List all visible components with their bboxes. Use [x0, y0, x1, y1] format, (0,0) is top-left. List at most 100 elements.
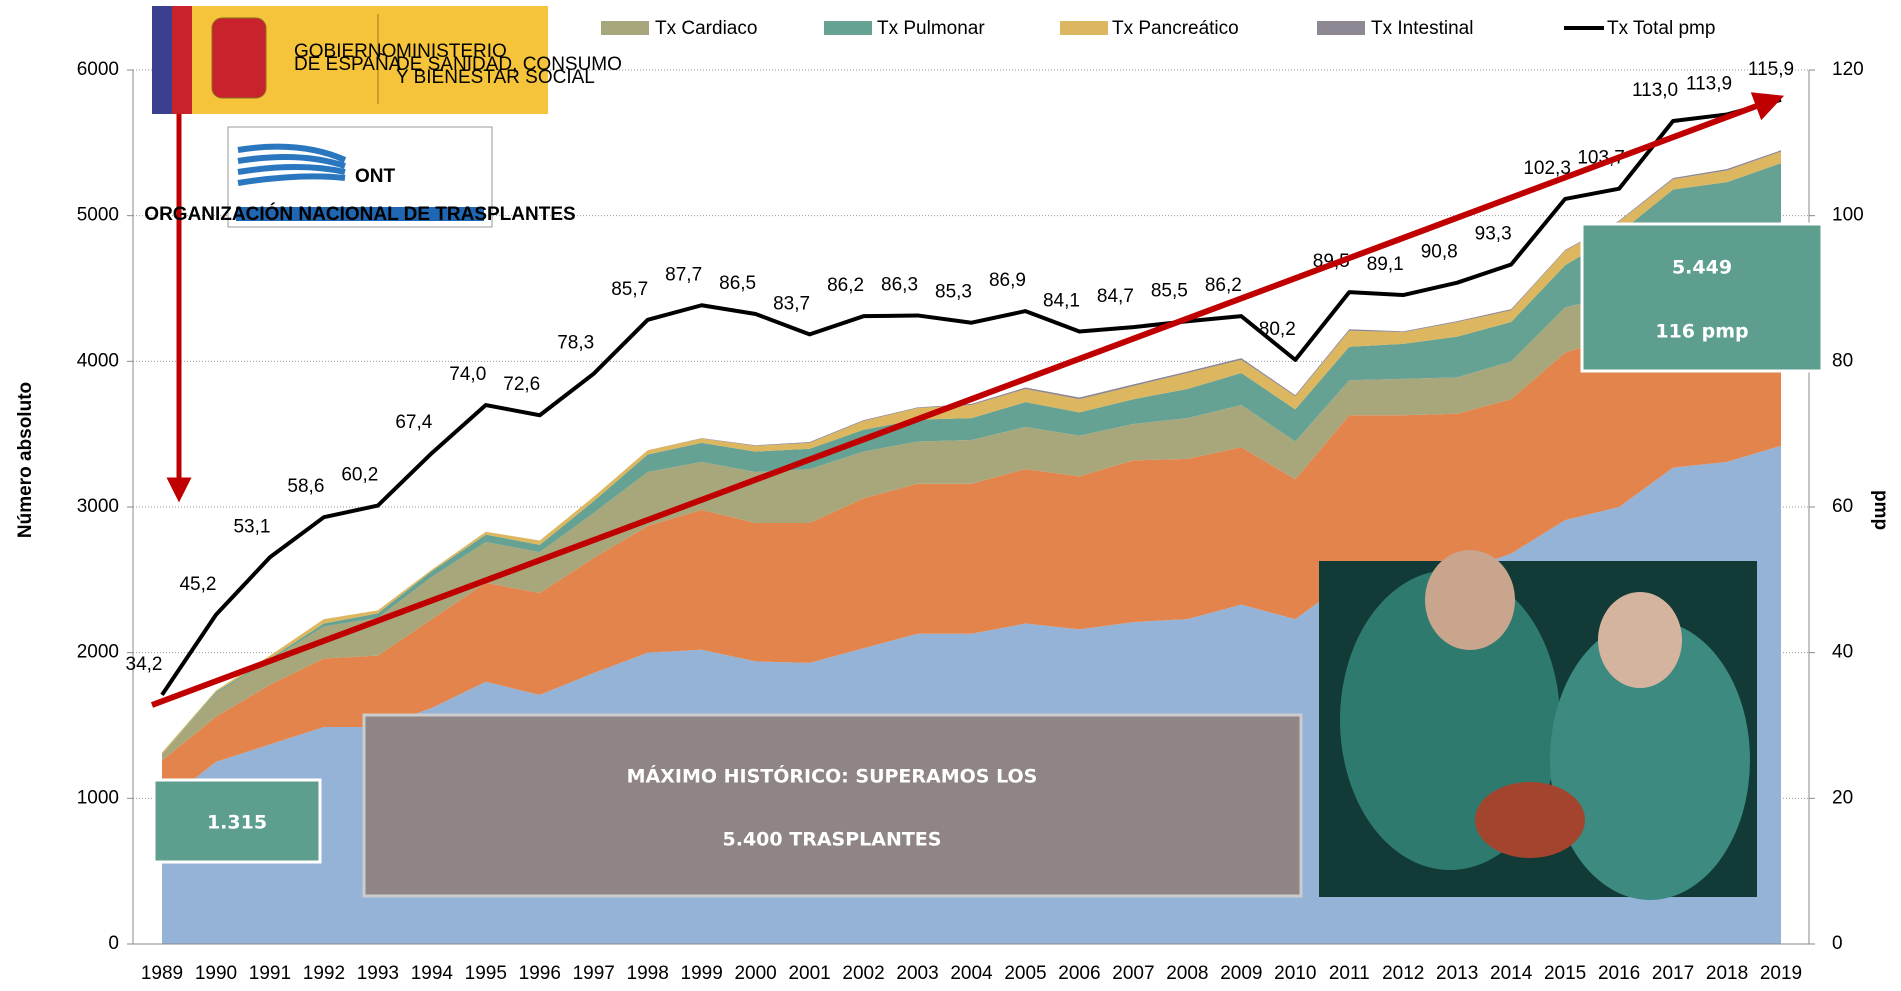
- x-tick-label: 2008: [1166, 963, 1208, 984]
- data-label: 60,2: [341, 465, 378, 486]
- y-axis-label: Número absoluto: [15, 382, 36, 538]
- x-tick-label: 2012: [1382, 963, 1424, 984]
- data-label: 58,6: [287, 476, 324, 497]
- x-tick-label: 2009: [1220, 963, 1262, 984]
- photo-head: [1425, 550, 1515, 650]
- x-tick-label: 1996: [519, 963, 561, 984]
- data-label: 84,1: [1043, 290, 1080, 311]
- data-label: 86,2: [827, 275, 864, 296]
- note-text: 1.315: [207, 812, 267, 834]
- data-label: 74,0: [449, 364, 486, 385]
- x-tick-label: 1999: [681, 963, 723, 984]
- data-label: 113,9: [1686, 73, 1732, 94]
- data-label: 85,3: [935, 282, 972, 303]
- note-text: 5.449: [1672, 257, 1732, 279]
- legend-label: Tx Intestinal: [1371, 18, 1473, 39]
- data-label: 87,7: [665, 264, 702, 285]
- data-label: 113,0: [1632, 80, 1678, 101]
- legend-swatch: [1317, 21, 1365, 35]
- photo-organ: [1475, 782, 1585, 858]
- y2-tick-label: 40: [1832, 642, 1853, 663]
- data-label: 72,6: [503, 374, 540, 395]
- ministry-text: Y BIENESTAR SOCIAL: [396, 67, 595, 88]
- y2-axis-label: pmp: [1870, 490, 1891, 530]
- x-tick-label: 1998: [627, 963, 669, 984]
- x-tick-label: 1992: [303, 963, 345, 984]
- y-tick-label: 3000: [77, 496, 119, 517]
- legend-label: Tx Total pmp: [1607, 18, 1715, 39]
- y2-tick-label: 80: [1832, 350, 1853, 371]
- y2-tick-label: 120: [1832, 59, 1864, 80]
- data-label: 53,1: [233, 516, 270, 537]
- headline-box: [364, 715, 1301, 896]
- data-label: 78,3: [557, 333, 594, 354]
- x-tick-label: 2010: [1274, 963, 1316, 984]
- data-label: 83,7: [773, 293, 810, 314]
- x-tick-label: 2006: [1058, 963, 1100, 984]
- y-tick-label: 2000: [77, 642, 119, 663]
- x-tick-label: 2013: [1436, 963, 1478, 984]
- data-label: 86,2: [1205, 275, 1242, 296]
- data-label: 34,2: [126, 654, 163, 675]
- headline: MÁXIMO HISTÓRICO: SUPERAMOS LOS: [627, 764, 1038, 788]
- chart: 0 1000 2000 3000 4000 5000 6000 0 20 40 60 80 100 120…: [0, 0, 1901, 991]
- x-tick-label: 2018: [1706, 963, 1748, 984]
- legend-label: Tx Pulmonar: [877, 18, 985, 39]
- data-label: 84,7: [1097, 286, 1134, 307]
- x-tick-label: 2019: [1760, 963, 1802, 984]
- x-tick-label: 2017: [1652, 963, 1694, 984]
- data-label: 90,8: [1421, 242, 1458, 263]
- x-tick-label: 2002: [842, 963, 884, 984]
- data-label: 67,4: [395, 412, 432, 433]
- legend-label: Tx Cardiaco: [655, 18, 757, 39]
- legend-swatch: [601, 21, 649, 35]
- y-tick-label: 4000: [77, 350, 119, 371]
- data-label: 93,3: [1475, 223, 1512, 244]
- flag-red: [172, 6, 192, 114]
- x-tick-label: 1997: [573, 963, 615, 984]
- note-text: 116 pmp: [1655, 321, 1748, 343]
- data-label: 86,3: [881, 274, 918, 295]
- y2-tick-label: 100: [1832, 205, 1864, 226]
- data-label: 80,2: [1259, 319, 1296, 340]
- legend-swatch: [1060, 21, 1108, 35]
- data-label: 45,2: [179, 574, 216, 595]
- y-tick-label: 0: [108, 933, 119, 954]
- headline: 5.400 TRASPLANTES: [723, 829, 942, 851]
- y2-tick-label: 60: [1832, 496, 1853, 517]
- y2-tick-label: 0: [1832, 933, 1843, 954]
- y-tick-label: 5000: [77, 205, 119, 226]
- flag-blue: [152, 6, 172, 114]
- x-tick-label: 2014: [1490, 963, 1533, 984]
- ont-subtitle: ORGANIZACIÓN NACIONAL DE TRASPLANTES: [144, 203, 575, 225]
- legend-swatch: [824, 21, 872, 35]
- ont-title: ONT: [355, 166, 396, 187]
- x-tick-label: 1994: [411, 963, 454, 984]
- data-label: 86,5: [719, 273, 756, 294]
- x-tick-label: 2001: [788, 963, 830, 984]
- x-tick-label: 2015: [1544, 963, 1586, 984]
- x-tick-label: 2005: [1004, 963, 1046, 984]
- x-tick-label: 1990: [195, 963, 237, 984]
- gov-text: DE ESPAÑA: [294, 53, 402, 75]
- note-box: [1582, 224, 1822, 371]
- y-tick-label: 1000: [77, 787, 119, 808]
- x-tick-label: 2011: [1329, 963, 1370, 984]
- data-label: 89,1: [1367, 254, 1404, 275]
- y-tick-label: 6000: [77, 59, 119, 80]
- x-tick-label: 1991: [249, 963, 291, 984]
- shield: [212, 18, 266, 98]
- x-tick-label: 2003: [896, 963, 938, 984]
- photo-head: [1598, 592, 1682, 688]
- y2-tick-label: 20: [1832, 787, 1853, 808]
- x-tick-label: 2000: [734, 963, 776, 984]
- data-label: 115,9: [1748, 59, 1794, 80]
- x-tick-label: 1993: [357, 963, 399, 984]
- x-tick-label: 1989: [141, 963, 183, 984]
- x-tick-label: 2004: [950, 963, 993, 984]
- x-tick-label: 2016: [1598, 963, 1640, 984]
- data-label: 86,9: [989, 270, 1026, 291]
- x-tick-label: 2007: [1112, 963, 1154, 984]
- data-label: 85,7: [611, 279, 648, 300]
- data-label: 85,5: [1151, 280, 1188, 301]
